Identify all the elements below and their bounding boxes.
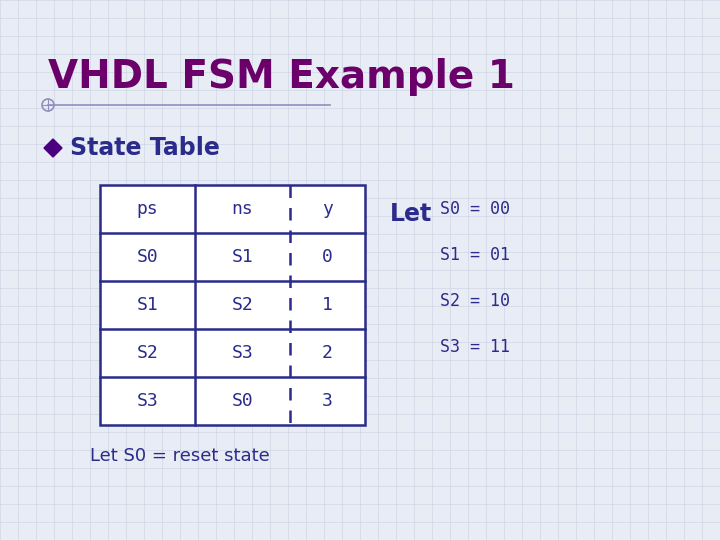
Text: State Table: State Table (70, 136, 220, 160)
Text: S2: S2 (232, 296, 253, 314)
Text: ns: ns (232, 200, 253, 218)
Text: VHDL FSM Example 1: VHDL FSM Example 1 (48, 58, 515, 96)
Text: ps: ps (137, 200, 158, 218)
Text: S2: S2 (137, 344, 158, 362)
Text: S3 = 11: S3 = 11 (440, 338, 510, 356)
Bar (100, 185, 365, 425)
Text: S1: S1 (232, 248, 253, 266)
Text: Let: Let (390, 202, 432, 226)
Text: S1 = 01: S1 = 01 (440, 246, 510, 264)
Text: S2 = 10: S2 = 10 (440, 292, 510, 310)
Text: Let S0 = reset state: Let S0 = reset state (90, 447, 270, 465)
Text: y: y (322, 200, 333, 218)
Text: S0: S0 (137, 248, 158, 266)
Text: 0: 0 (322, 248, 333, 266)
Text: S3: S3 (137, 392, 158, 410)
Text: S0: S0 (232, 392, 253, 410)
Text: S1: S1 (137, 296, 158, 314)
Polygon shape (44, 139, 62, 157)
Text: 3: 3 (322, 392, 333, 410)
Text: 1: 1 (322, 296, 333, 314)
Text: S0 = 00: S0 = 00 (440, 200, 510, 218)
Text: 2: 2 (322, 344, 333, 362)
Text: S3: S3 (232, 344, 253, 362)
